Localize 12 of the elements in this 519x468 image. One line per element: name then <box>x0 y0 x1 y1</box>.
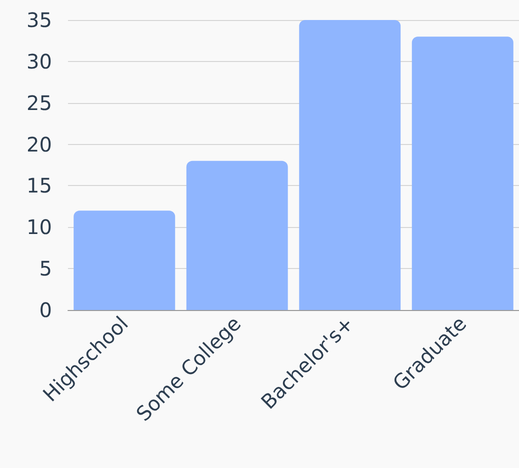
bar <box>186 160 288 310</box>
bar <box>412 36 514 310</box>
y-tick-label: 5 <box>39 256 52 281</box>
y-tick-label: 15 <box>26 174 52 198</box>
bar <box>74 210 176 310</box>
y-tick-label: 10 <box>26 215 52 240</box>
y-tick-label: 30 <box>26 49 52 74</box>
y-tick-label: 35 <box>26 8 52 32</box>
y-tick-label: 25 <box>26 90 52 115</box>
bar <box>299 20 401 310</box>
y-tick-label: 0 <box>39 298 52 322</box>
y-tick-label: 20 <box>26 132 52 156</box>
